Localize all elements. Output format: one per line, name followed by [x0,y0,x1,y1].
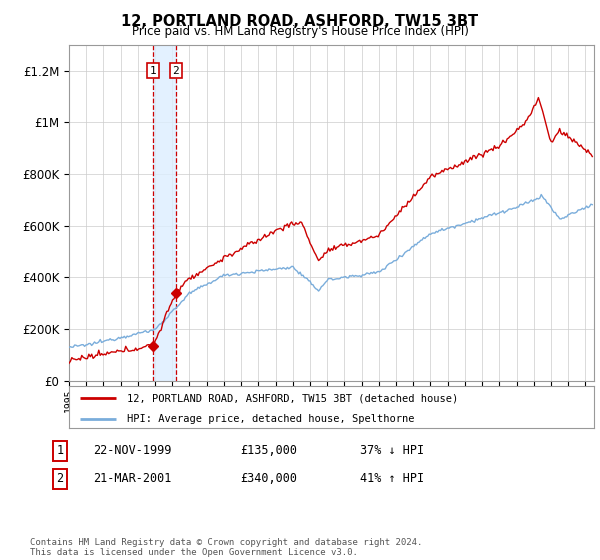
Text: £135,000: £135,000 [240,444,297,458]
Text: 22-NOV-1999: 22-NOV-1999 [93,444,172,458]
Text: 37% ↓ HPI: 37% ↓ HPI [360,444,424,458]
Text: 41% ↑ HPI: 41% ↑ HPI [360,472,424,486]
Text: 12, PORTLAND ROAD, ASHFORD, TW15 3BT (detached house): 12, PORTLAND ROAD, ASHFORD, TW15 3BT (de… [127,393,458,403]
Text: HPI: Average price, detached house, Spelthorne: HPI: Average price, detached house, Spel… [127,414,414,424]
Text: 1: 1 [56,444,64,458]
Text: 1: 1 [150,66,157,76]
Text: Price paid vs. HM Land Registry's House Price Index (HPI): Price paid vs. HM Land Registry's House … [131,25,469,38]
Text: Contains HM Land Registry data © Crown copyright and database right 2024.
This d: Contains HM Land Registry data © Crown c… [30,538,422,557]
Text: 2: 2 [56,472,64,486]
Text: 12, PORTLAND ROAD, ASHFORD, TW15 3BT: 12, PORTLAND ROAD, ASHFORD, TW15 3BT [121,14,479,29]
Text: £340,000: £340,000 [240,472,297,486]
Text: 21-MAR-2001: 21-MAR-2001 [93,472,172,486]
Text: 2: 2 [173,66,179,76]
Bar [153,45,176,381]
